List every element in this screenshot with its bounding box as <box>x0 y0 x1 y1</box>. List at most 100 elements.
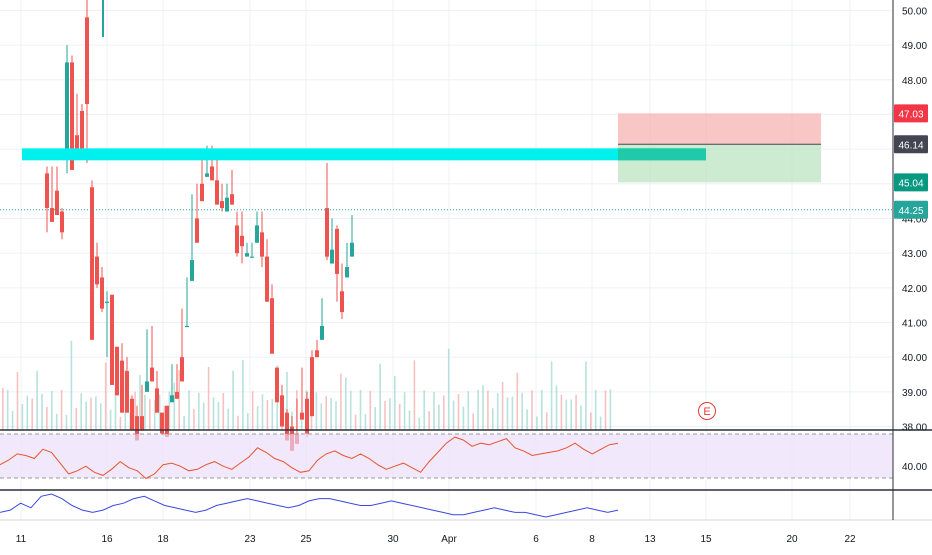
time-tick-label: 25 <box>300 534 312 545</box>
volume-bar <box>46 406 48 430</box>
volume-bar <box>565 399 568 430</box>
candle-body <box>240 235 244 247</box>
volume-bar <box>266 400 269 430</box>
volume-bar <box>447 348 450 430</box>
volume-bar <box>173 382 176 430</box>
candle-body <box>350 242 354 257</box>
volume-bar <box>168 391 171 430</box>
volume-bar <box>433 391 435 430</box>
volume-bar <box>158 394 161 430</box>
volume-bar <box>590 412 592 430</box>
volume-bar <box>271 398 274 430</box>
take-profit-label-bg <box>894 173 928 192</box>
time-tick-label: 6 <box>533 534 539 545</box>
volume-bar <box>55 413 58 430</box>
candle-body <box>285 412 289 441</box>
time-tick-label: 16 <box>101 534 113 545</box>
candle-body <box>75 135 79 150</box>
candle-body <box>155 388 159 413</box>
candle-body <box>275 367 279 403</box>
candle-body <box>125 371 129 413</box>
candle-body <box>145 381 149 392</box>
rsi-line <box>0 436 619 480</box>
candle-body <box>250 256 254 258</box>
candle-body <box>305 398 309 434</box>
time-tick-label: 23 <box>244 534 256 545</box>
volume-bar <box>452 400 455 430</box>
earnings-marker-label: E <box>703 406 710 418</box>
last-price-label: 44.25 <box>898 206 923 217</box>
indicator-panes <box>0 429 932 521</box>
candle-body <box>100 277 104 309</box>
volume-bar <box>492 408 494 430</box>
volume-bar <box>335 401 337 430</box>
volume-bar <box>462 406 465 430</box>
candle-body <box>315 350 319 358</box>
volume-bar <box>511 396 514 430</box>
price-tick-label: 43.00 <box>902 249 927 260</box>
volume-bar <box>144 394 146 430</box>
volume-bar <box>364 414 367 430</box>
stop-loss-label-bg <box>894 104 928 123</box>
earnings-marker <box>698 402 716 420</box>
time-tick-label: Apr <box>441 534 457 545</box>
volume-bar <box>354 414 357 430</box>
volume-bar <box>555 385 558 430</box>
volume-bar <box>541 390 543 430</box>
volume-bar <box>222 393 225 430</box>
volume-bar <box>521 392 523 430</box>
candle-body <box>95 256 99 285</box>
volume-bar <box>423 390 425 430</box>
volume-bar <box>70 340 73 430</box>
price-labels: 47.03 46.14 45.04 44.25 <box>894 104 928 219</box>
volume-bar <box>85 401 87 430</box>
candle-body <box>195 218 199 243</box>
volume-bar <box>315 392 318 430</box>
volume-bar <box>536 416 538 430</box>
entry-price-label: 46.14 <box>898 140 923 151</box>
time-tick-label: 30 <box>387 534 399 545</box>
volume-bar <box>178 370 180 430</box>
volume-bar <box>217 402 220 430</box>
time-tick-label: 15 <box>700 534 712 545</box>
volume-bar <box>36 370 38 430</box>
volume-bar <box>134 391 136 430</box>
volume-bar <box>31 398 33 430</box>
volume-bar <box>384 400 386 430</box>
volume-bar <box>242 360 244 430</box>
candle-body <box>175 391 179 399</box>
candle-body <box>340 291 344 313</box>
volume-bar <box>198 392 200 430</box>
time-tick-label: 8 <box>589 534 595 545</box>
candle-body <box>255 225 259 243</box>
candle-body <box>325 208 329 257</box>
volume-bar <box>90 397 92 430</box>
take-profit-label: 45.04 <box>898 178 923 189</box>
candles <box>45 0 354 451</box>
volume-bar <box>163 405 166 430</box>
volume-bar <box>443 395 445 430</box>
entry-price-label-bg <box>894 135 928 154</box>
volume-bar <box>408 410 411 430</box>
volume-bar <box>119 416 122 430</box>
horizontal-level-box <box>22 148 706 161</box>
horizontal-level-overlap <box>618 148 706 161</box>
volume-bar <box>300 417 303 430</box>
candle-body <box>205 173 209 177</box>
volume-bar <box>286 371 288 430</box>
price-tick-label: 50.00 <box>902 6 927 17</box>
volume-bar <box>418 417 421 430</box>
volume-bar <box>413 360 416 430</box>
volume-bar <box>379 363 381 430</box>
price-tick-label: 42.00 <box>902 284 927 295</box>
volume-bar <box>232 370 234 430</box>
volume-bar <box>212 397 215 430</box>
candle-body <box>310 357 314 417</box>
volume-bar <box>51 391 53 430</box>
candle-body <box>190 260 194 281</box>
time-tick-label: 22 <box>844 534 856 545</box>
candle-body <box>300 412 304 420</box>
volume-bar <box>11 410 14 430</box>
